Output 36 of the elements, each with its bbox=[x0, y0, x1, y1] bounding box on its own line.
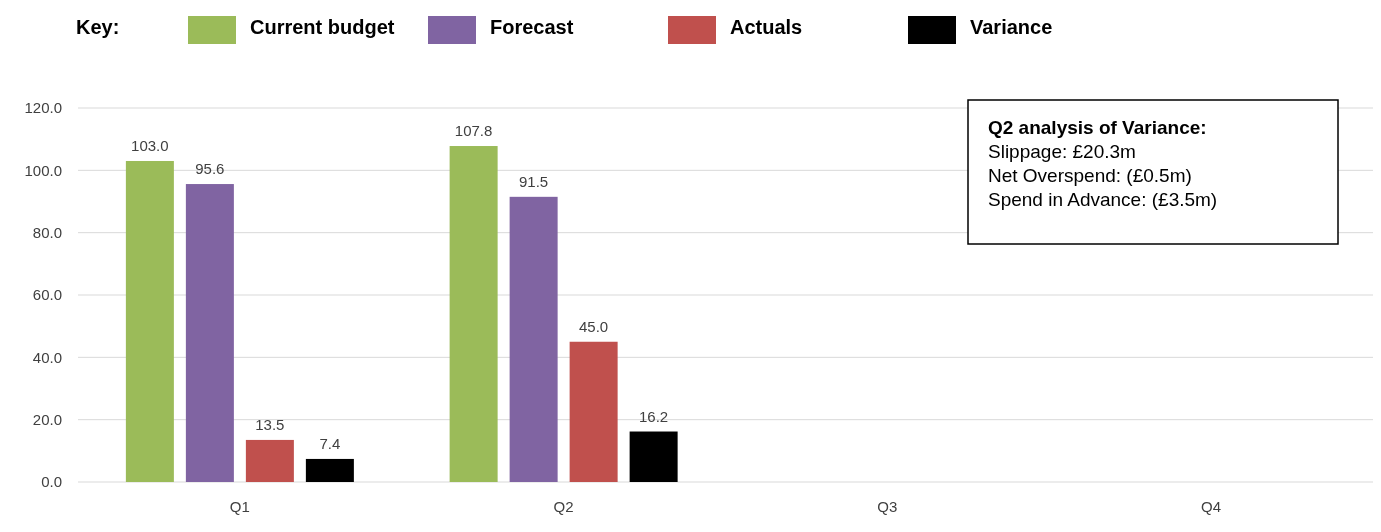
y-tick-label: 120.0 bbox=[24, 99, 62, 117]
legend-label: Forecast bbox=[490, 16, 574, 38]
annotation: Slippage: £20.3m bbox=[988, 141, 1136, 162]
bar bbox=[245, 439, 294, 482]
data-label: 95.6 bbox=[195, 160, 225, 178]
x-tick-label: Q2 bbox=[553, 498, 574, 515]
bar bbox=[509, 196, 558, 482]
y-tick-label: 100.0 bbox=[24, 161, 62, 179]
bar bbox=[449, 146, 498, 482]
y-tick-label: 20.0 bbox=[32, 410, 62, 428]
bar bbox=[125, 160, 174, 482]
data-label: 13.5 bbox=[255, 415, 285, 433]
legend-title: Key: bbox=[76, 16, 120, 38]
annotation: Q2 analysis of Variance: bbox=[988, 117, 1207, 138]
legend-label: Variance bbox=[970, 16, 1053, 38]
bar bbox=[305, 458, 354, 482]
data-label: 103.0 bbox=[131, 136, 169, 154]
bar bbox=[569, 341, 618, 482]
y-tick-label: 40.0 bbox=[32, 348, 62, 366]
x-tick-label: Q4 bbox=[1201, 498, 1222, 515]
data-label: 91.5 bbox=[519, 172, 549, 190]
y-tick-label: 0.0 bbox=[41, 473, 62, 491]
y-tick-label: 80.0 bbox=[32, 223, 62, 241]
bar bbox=[629, 431, 678, 482]
x-tick-label: Q1 bbox=[229, 498, 250, 515]
x-tick-label: Q3 bbox=[877, 498, 898, 515]
legend-label: Actuals bbox=[730, 16, 803, 38]
data-label: 45.0 bbox=[579, 317, 609, 335]
data-label: 107.8 bbox=[454, 122, 493, 140]
data-label: 7.4 bbox=[319, 434, 341, 452]
bar bbox=[185, 184, 234, 482]
data-label: 16.2 bbox=[639, 407, 669, 425]
annotation: Spend in Advance: (£3.5m) bbox=[988, 189, 1218, 210]
annotation: Net Overspend: (£0.5m) bbox=[988, 165, 1192, 186]
legend-label: Current budget bbox=[250, 16, 395, 38]
y-tick-label: 60.0 bbox=[32, 286, 62, 304]
